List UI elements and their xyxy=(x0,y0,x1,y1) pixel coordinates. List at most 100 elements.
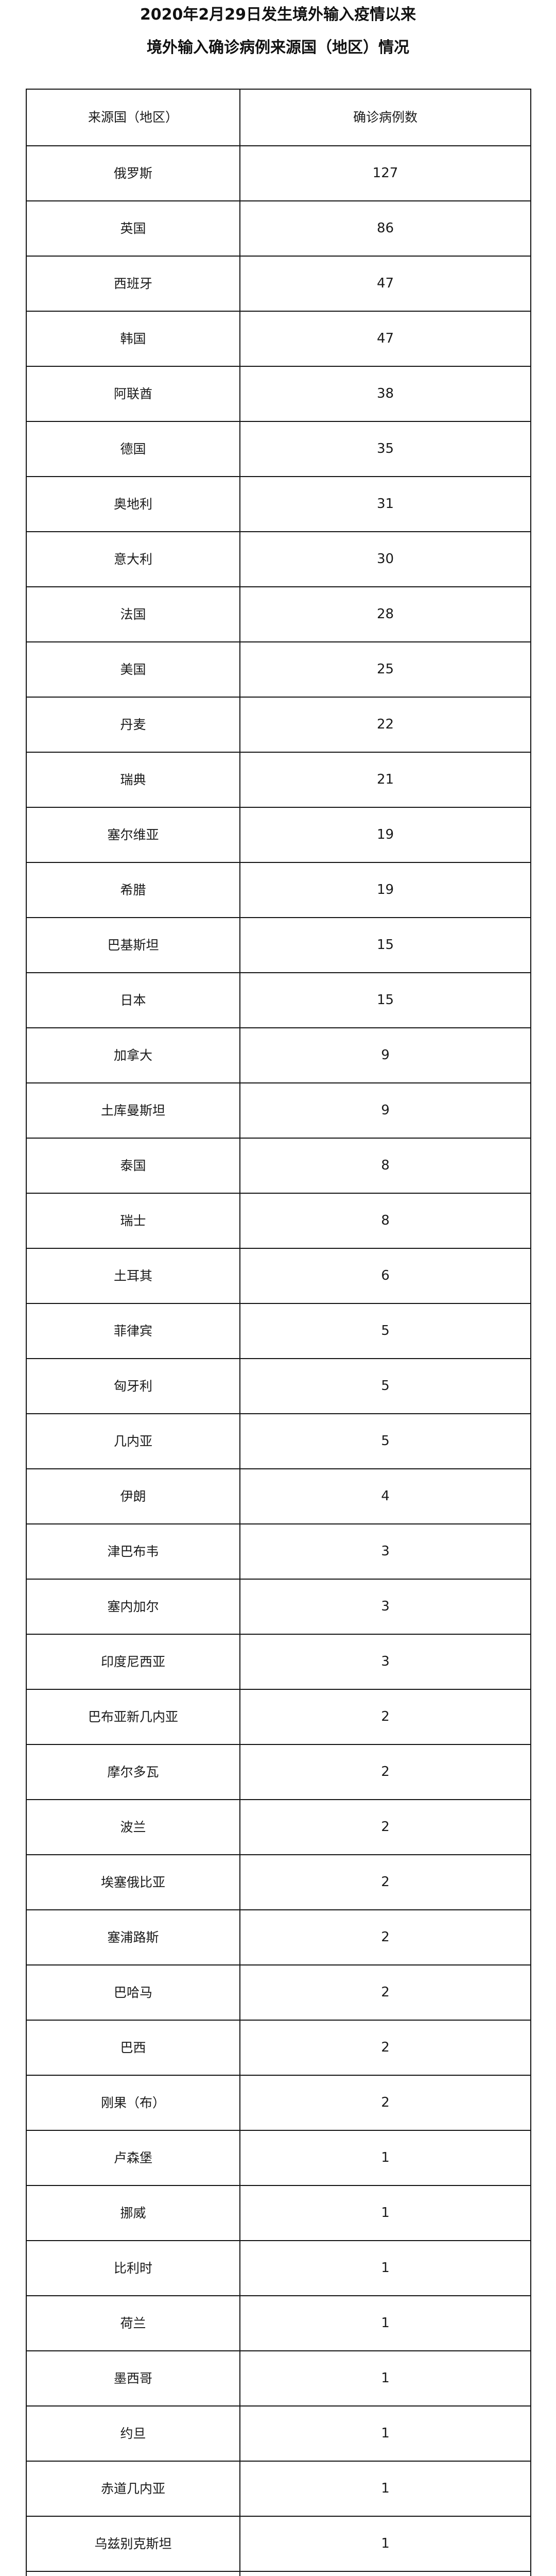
table-row: 刚果（布） 2 xyxy=(26,2075,531,2131)
column-header-country: 来源国（地区） xyxy=(26,89,240,146)
cell-country: 德国 xyxy=(26,421,240,477)
cell-country: 比利时 xyxy=(26,2240,240,2296)
cell-count: 1 xyxy=(239,2461,531,2517)
cell-count: 21 xyxy=(239,752,531,808)
cell-count: 9 xyxy=(239,1027,531,1083)
cell-country: 印度尼西亚 xyxy=(26,1634,240,1690)
cell-count: 1 xyxy=(239,2240,531,2296)
cell-country: 卢森堡 xyxy=(26,2130,240,2186)
cell-count: 127 xyxy=(239,145,531,201)
cell-country: 匈牙利 xyxy=(26,1358,240,1414)
cell-count: 2 xyxy=(239,2075,531,2131)
cell-country: 新加坡 xyxy=(26,2571,240,2576)
table-row: 巴布亚新几内亚 2 xyxy=(26,1689,531,1745)
table-row: 英国 86 xyxy=(26,200,531,257)
table-body: 俄罗斯 127 英国 86 西班牙 47 韩国 47 阿联酋 38 德国 35 奥地利 31 意大利 30 法国… xyxy=(26,145,531,2576)
table-row: 伊朗 4 xyxy=(26,1468,531,1524)
table-row: 俄罗斯 127 xyxy=(26,145,531,201)
cell-count: 2 xyxy=(239,2020,531,2076)
cell-country: 约旦 xyxy=(26,2405,240,2462)
table-row: 荷兰 1 xyxy=(26,2295,531,2351)
cell-country: 巴基斯坦 xyxy=(26,917,240,973)
table-row: 加拿大 9 xyxy=(26,1027,531,1083)
table-row: 几内亚 5 xyxy=(26,1413,531,1469)
table-row: 德国 35 xyxy=(26,421,531,477)
cell-count: 2 xyxy=(239,1964,531,2021)
page-title-line-1: 2020年2月29日发生境外输入疫情以来 xyxy=(140,6,416,24)
table-row: 瑞士 8 xyxy=(26,1193,531,1249)
cell-count: 4 xyxy=(239,1468,531,1524)
table-row: 阿联酋 38 xyxy=(26,366,531,422)
table-row: 约旦 1 xyxy=(26,2405,531,2462)
table-row: 乌兹别克斯坦 1 xyxy=(26,2516,531,2572)
table-row: 赤道几内亚 1 xyxy=(26,2461,531,2517)
table-row: 法国 28 xyxy=(26,586,531,642)
cell-count: 2 xyxy=(239,1854,531,1910)
cell-count: 1 xyxy=(239,2295,531,2351)
cell-count: 2 xyxy=(239,1744,531,1800)
cell-country: 摩尔多瓦 xyxy=(26,1744,240,1800)
cell-count: 8 xyxy=(239,1138,531,1194)
cell-country: 菲律宾 xyxy=(26,1303,240,1359)
cell-count: 3 xyxy=(239,1634,531,1690)
cell-country: 津巴布韦 xyxy=(26,1523,240,1580)
cell-count: 8 xyxy=(239,1193,531,1249)
cell-country: 荷兰 xyxy=(26,2295,240,2351)
table-row: 日本 15 xyxy=(26,972,531,1028)
table-row: 印度尼西亚 3 xyxy=(26,1634,531,1690)
table-row: 美国 25 xyxy=(26,641,531,698)
table-row: 奥地利 31 xyxy=(26,476,531,532)
page-title-block: 2020年2月29日发生境外输入疫情以来 境外输入确诊病例来源国（地区）情况 xyxy=(0,0,556,56)
cell-country: 瑞典 xyxy=(26,752,240,808)
table-row: 匈牙利 5 xyxy=(26,1358,531,1414)
cell-country: 西班牙 xyxy=(26,256,240,312)
cell-country: 巴哈马 xyxy=(26,1964,240,2021)
table-row: 埃塞俄比亚 2 xyxy=(26,1854,531,1910)
imported-cases-table: 来源国（地区） 确诊病例数 俄罗斯 127 英国 86 西班牙 47 韩国 47 阿联酋 38 德国… xyxy=(26,89,531,2576)
cell-count: 5 xyxy=(239,1303,531,1359)
cell-country: 法国 xyxy=(26,586,240,642)
cell-count: 19 xyxy=(239,862,531,918)
table-row: 韩国 47 xyxy=(26,311,531,367)
cell-count: 86 xyxy=(239,200,531,257)
cell-country: 墨西哥 xyxy=(26,2350,240,2406)
table-row: 丹麦 22 xyxy=(26,697,531,753)
column-header-count: 确诊病例数 xyxy=(239,89,531,146)
cell-country: 刚果（布） xyxy=(26,2075,240,2131)
cell-count: 47 xyxy=(239,311,531,367)
cell-country: 希腊 xyxy=(26,862,240,918)
cell-country: 英国 xyxy=(26,200,240,257)
cell-count: 35 xyxy=(239,421,531,477)
cell-country: 巴西 xyxy=(26,2020,240,2076)
cases-table-container: 来源国（地区） 确诊病例数 俄罗斯 127 英国 86 西班牙 47 韩国 47 阿联酋 38 德国… xyxy=(26,89,531,2576)
table-row: 塞尔维亚 19 xyxy=(26,807,531,863)
cell-count: 5 xyxy=(239,1358,531,1414)
cell-country: 奥地利 xyxy=(26,476,240,532)
cell-country: 瑞士 xyxy=(26,1193,240,1249)
cell-country: 丹麦 xyxy=(26,697,240,753)
cell-country: 几内亚 xyxy=(26,1413,240,1469)
cell-country: 波兰 xyxy=(26,1799,240,1855)
table-row: 塞内加尔 3 xyxy=(26,1579,531,1635)
cell-country: 阿联酋 xyxy=(26,366,240,422)
cell-count: 15 xyxy=(239,917,531,973)
cell-count: 3 xyxy=(239,1579,531,1635)
cell-count: 5 xyxy=(239,1413,531,1469)
table-row: 墨西哥 1 xyxy=(26,2350,531,2406)
table-row: 巴西 2 xyxy=(26,2020,531,2076)
cell-count: 2 xyxy=(239,1689,531,1745)
table-row: 泰国 8 xyxy=(26,1138,531,1194)
cell-country: 土库曼斯坦 xyxy=(26,1082,240,1139)
cell-country: 乌兹别克斯坦 xyxy=(26,2516,240,2572)
cell-country: 塞内加尔 xyxy=(26,1579,240,1635)
cell-count: 1 xyxy=(239,2350,531,2406)
cell-country: 意大利 xyxy=(26,531,240,587)
cell-count: 2 xyxy=(239,1909,531,1965)
table-row: 津巴布韦 3 xyxy=(26,1523,531,1580)
cell-count: 9 xyxy=(239,1082,531,1139)
table-row: 波兰 2 xyxy=(26,1799,531,1855)
table-row: 意大利 30 xyxy=(26,531,531,587)
table-row: 比利时 1 xyxy=(26,2240,531,2296)
cell-count: 2 xyxy=(239,1799,531,1855)
cell-count: 38 xyxy=(239,366,531,422)
